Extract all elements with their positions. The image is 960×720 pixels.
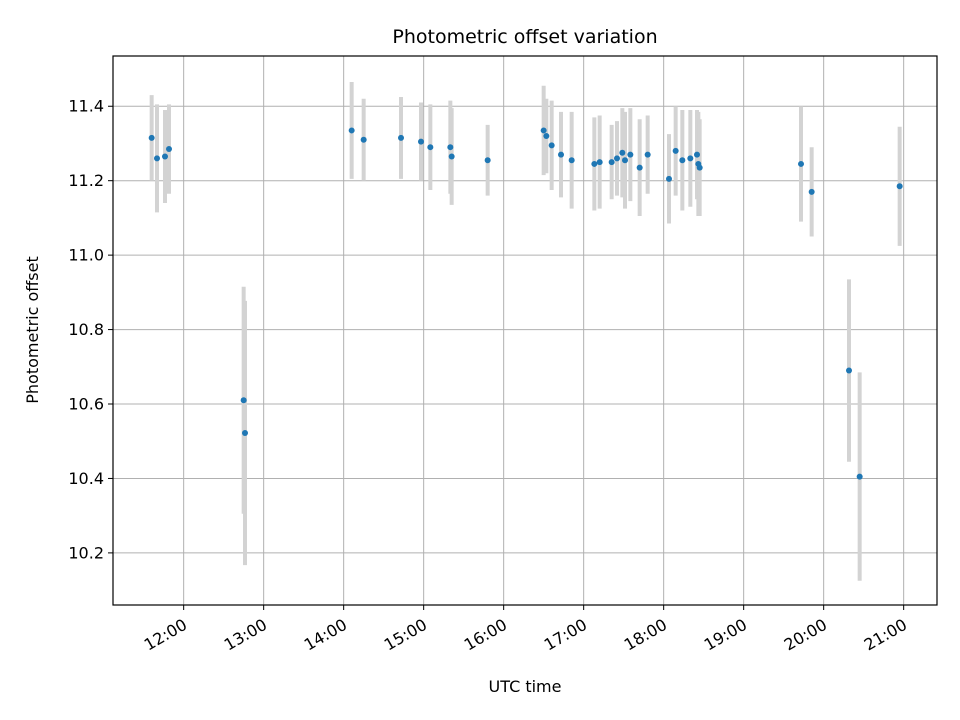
y-tick-label: 11.2 [68,171,104,190]
data-point [568,157,575,164]
data-point [666,175,672,182]
data-point [154,155,160,162]
x-axis-title: UTC time [489,677,562,696]
data-point [348,127,355,134]
y-tick-label: 10.2 [68,543,104,562]
data-point [448,153,455,160]
data-point [622,157,628,164]
data-point [418,138,424,145]
data-point [896,183,903,190]
data-point [636,164,643,171]
grid [113,56,937,605]
data-point [162,153,168,160]
data-point [548,142,555,149]
data-point [596,159,603,166]
data-point [543,133,550,140]
data-point [360,136,367,143]
plot-frame [112,55,938,606]
data-point [166,146,172,153]
data-point [558,151,564,158]
data-point [679,157,686,164]
data-point [687,155,694,162]
data-point [447,144,454,151]
data-point [808,188,815,195]
data-point [148,134,155,141]
y-tick-label: 11.0 [68,246,104,265]
data-point [591,160,598,167]
data-point [614,155,620,162]
data-point [846,367,852,374]
data-point [540,127,547,134]
y-tick-label: 10.6 [68,395,104,414]
data-point [672,147,679,154]
data-point [242,430,248,437]
data-point [240,397,247,404]
data-point [856,473,863,480]
data-point [644,151,651,158]
data-point [484,157,491,164]
data-point [627,151,634,158]
y-axis-ticks: 10.2 10.4 10.6 10.8 11.0 11.2 11.4 [68,97,113,562]
y-tick-label: 10.8 [68,320,104,339]
data-point [398,134,404,141]
y-tick-label: 11.4 [68,97,104,116]
chart-title: Photometric offset variation [392,26,657,48]
data-point [696,164,703,171]
data-point [694,151,700,158]
data-points [148,127,903,480]
data-point [427,144,434,151]
data-point [619,149,626,156]
data-point [798,160,804,167]
y-axis-title: Photometric offset [23,256,42,404]
data-point [608,159,615,166]
y-tick-label: 10.4 [68,469,104,488]
